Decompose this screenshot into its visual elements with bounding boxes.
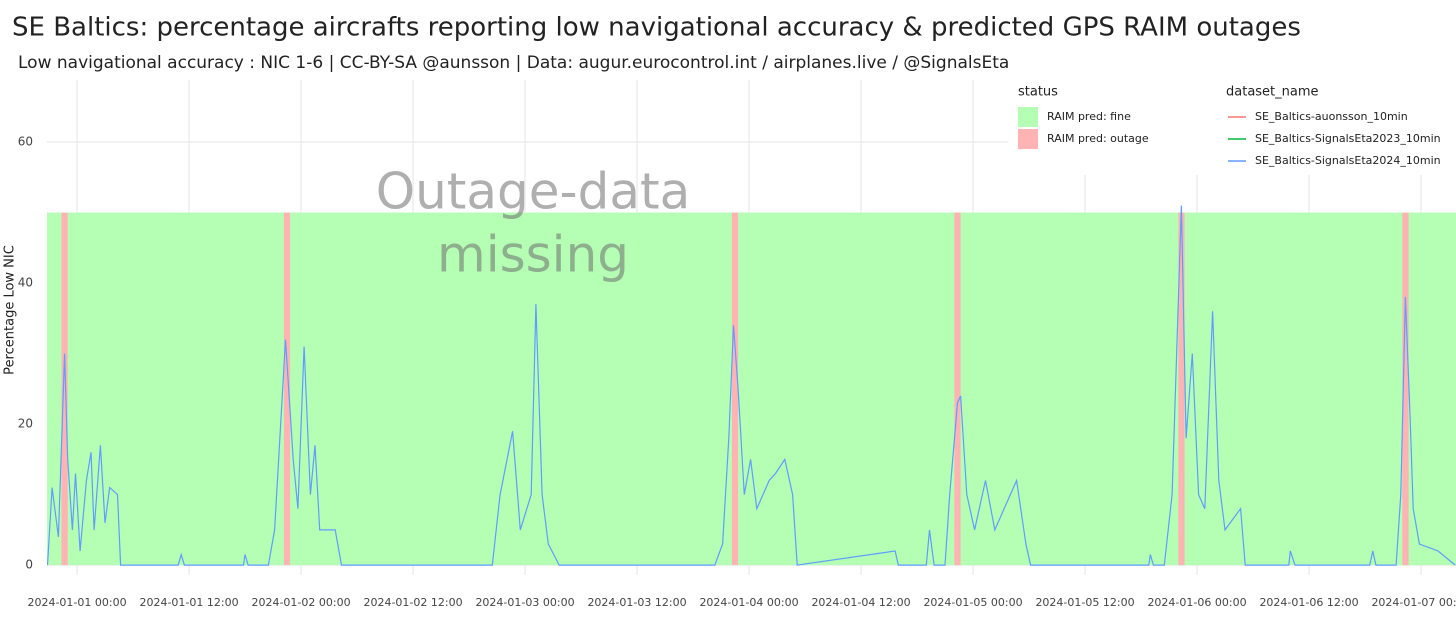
x-tick-label: 2024-01-02 00:00	[251, 596, 350, 609]
x-tick-label: 2024-01-01 12:00	[139, 596, 238, 609]
legend-swatch	[1018, 129, 1038, 149]
x-tick-label: 2024-01-04 12:00	[811, 596, 910, 609]
x-tick-label: 2024-01-06 00:00	[1147, 596, 1246, 609]
y-tick-label: 40	[18, 276, 33, 290]
x-tick-label: 2024-01-02 12:00	[363, 596, 462, 609]
y-tick-label: 0	[25, 558, 33, 572]
annotation: missing	[437, 226, 629, 284]
x-tick-label: 2024-01-06 12:00	[1259, 596, 1358, 609]
x-tick-label: 2024-01-07 00:00	[1371, 596, 1456, 609]
status-band-outage	[283, 212, 291, 566]
status-band-outage	[954, 212, 961, 566]
x-tick-label: 2024-01-03 00:00	[475, 596, 574, 609]
legend-label: SE_Baltics-SignalsEta2024_10min	[1255, 154, 1441, 167]
legend-label: RAIM pred: outage	[1047, 132, 1149, 145]
y-axis-label: Percentage Low NIC	[3, 245, 18, 375]
status-band-outage	[1402, 212, 1409, 566]
legend-title: dataset_name	[1226, 85, 1319, 100]
y-tick-label: 20	[18, 417, 33, 431]
y-tick-label: 60	[18, 135, 33, 149]
status-band-outage	[1178, 212, 1185, 566]
chart-title: SE Baltics: percentage aircrafts reporti…	[12, 13, 1301, 43]
overlay: 0 20 40 60 2024-01-01 00:00 2024-01-01 12:00 2…	[18, 80, 1456, 609]
x-tick-label: 2024-01-04 00:00	[699, 596, 798, 609]
legend-title: status	[1018, 85, 1058, 100]
data-line	[47, 205, 1456, 566]
x-tick-label: 2024-01-03 12:00	[587, 596, 686, 609]
legend-label: SE_Baltics-SignalsEta2023_10min	[1255, 132, 1441, 145]
legend-label: RAIM pred: fine	[1047, 110, 1131, 123]
x-tick-label: 2024-01-01 00:00	[27, 596, 126, 609]
legend-label: SE_Baltics-auonsson_10min	[1255, 110, 1408, 123]
annotation: Outage-data	[376, 163, 690, 221]
x-tick-label: 2024-01-05 12:00	[1035, 596, 1134, 609]
legend-swatch	[1018, 107, 1038, 127]
x-tick-label: 2024-01-05 00:00	[923, 596, 1022, 609]
chart-subtitle: Low navigational accuracy : NIC 1-6 | CC…	[18, 53, 1009, 73]
status-band-outage	[731, 212, 739, 566]
legend-background	[1008, 80, 1456, 175]
lines	[47, 205, 1456, 566]
status-band-outage	[61, 212, 68, 566]
status-bands	[47, 212, 1456, 566]
status-band-fine	[47, 212, 1456, 566]
